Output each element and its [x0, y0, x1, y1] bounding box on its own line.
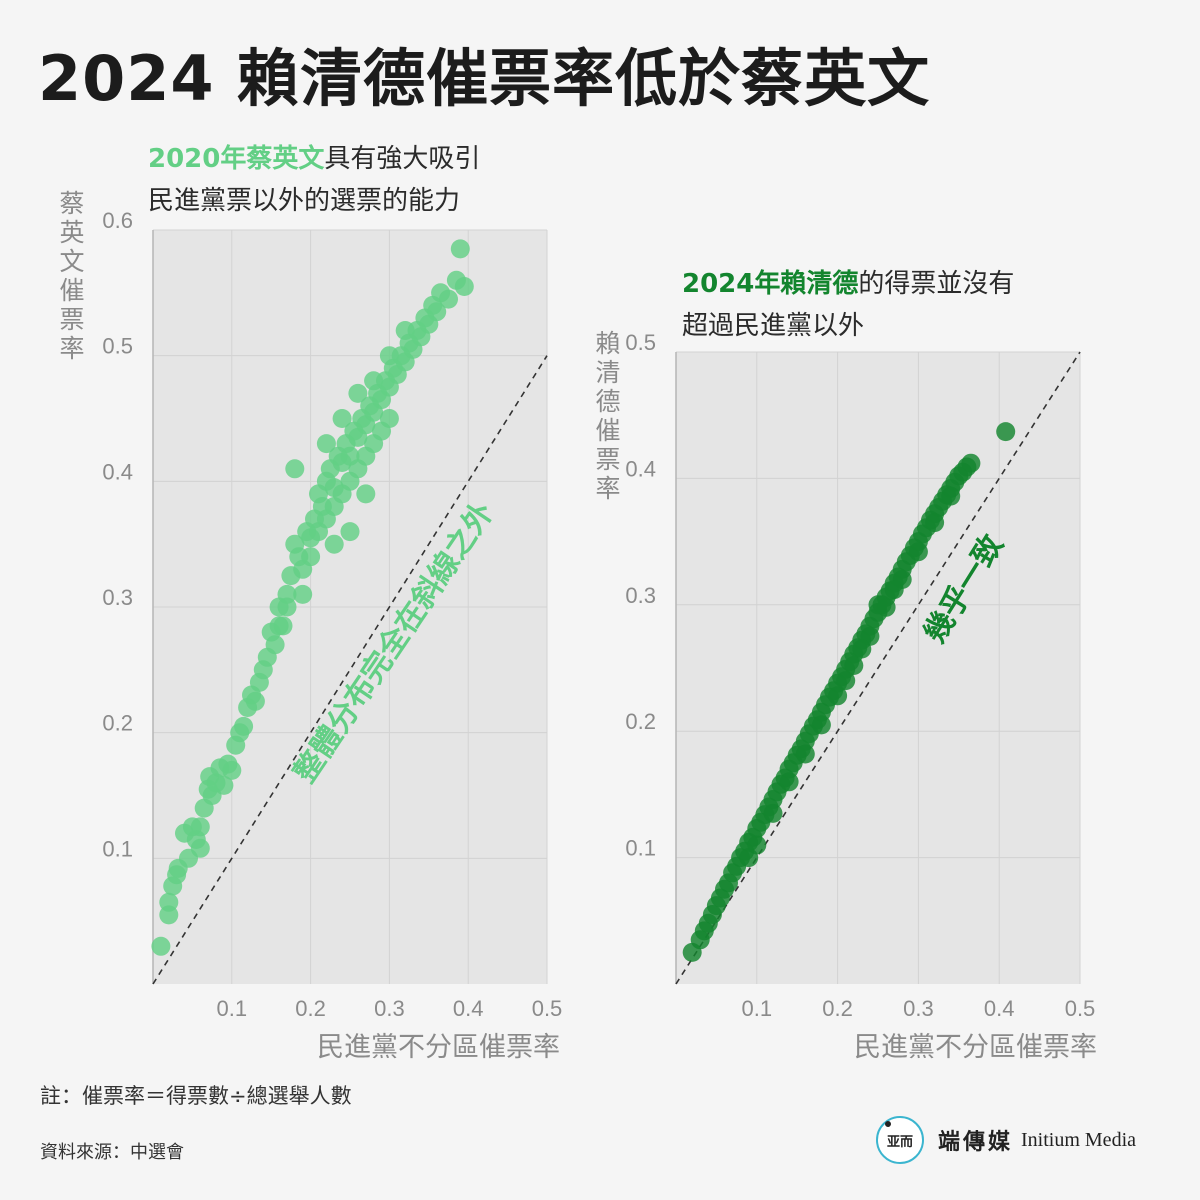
right-data-point — [828, 686, 848, 706]
right-y-tick-label: 0.4 — [625, 456, 656, 481]
left-x-tick-label: 0.2 — [295, 996, 326, 1021]
left-data-point — [277, 597, 297, 617]
left-data-point — [265, 635, 285, 655]
left-data-point — [364, 371, 384, 391]
left-data-point — [234, 716, 254, 736]
right-subtitle-highlight: 2024年賴清德 — [682, 269, 859, 299]
left-y-tick-label: 0.3 — [102, 585, 133, 610]
left-x-tick-label: 0.1 — [217, 996, 248, 1021]
right-subtitle-rest: 的得票並沒有 — [858, 269, 1015, 299]
right-x-axis-label: 民進黨不分區催票率 — [854, 1032, 1097, 1063]
left-data-point — [222, 760, 242, 780]
right-panel-subtitle: 2024年賴清德的得票並沒有 超過民進黨以外 — [682, 263, 1014, 347]
left-data-point — [356, 484, 376, 504]
left-data-point — [332, 409, 352, 428]
left-data-point — [340, 522, 360, 542]
right-data-point — [795, 744, 815, 764]
data-source: 資料來源：中選會 — [40, 1142, 184, 1163]
right-data-point — [747, 835, 767, 855]
left-data-point — [269, 616, 289, 636]
right-data-point — [961, 453, 981, 473]
left-data-point — [245, 691, 265, 711]
left-reference-line — [152, 355, 548, 985]
left-subtitle-line2: 民進黨票以外的選票的能力 — [148, 186, 461, 216]
left-data-point — [379, 346, 399, 366]
left-data-point — [301, 547, 321, 567]
left-panel-subtitle: 2020年蔡英文具有強大吸引 民進黨票以外的選票的能力 — [148, 138, 480, 222]
right-data-point — [844, 656, 864, 675]
left-data-point — [379, 409, 399, 428]
left-data-point — [190, 838, 210, 858]
left-data-point — [151, 936, 171, 956]
left-data-point — [348, 383, 368, 403]
left-data-point — [316, 434, 336, 454]
left-data-point — [190, 817, 210, 837]
right-x-tick-label: 0.4 — [984, 996, 1015, 1021]
right-y-tick-label: 0.2 — [625, 709, 656, 734]
right-reference-line — [675, 351, 1081, 985]
left-y-tick-label: 0.1 — [102, 836, 133, 861]
right-data-point — [884, 580, 904, 600]
left-x-tick-label: 0.5 — [532, 996, 563, 1021]
right-x-tick-label: 0.5 — [1065, 996, 1096, 1021]
right-data-point — [836, 671, 856, 691]
right-data-point — [779, 772, 799, 792]
right-x-tick-label: 0.2 — [822, 996, 853, 1021]
brand-logo-block: 亚而 端傳媒 Initium Media — [876, 1114, 1136, 1166]
left-x-tick-label: 0.4 — [453, 996, 484, 1021]
left-y-axis-label: 蔡英文催票率 — [59, 189, 84, 363]
right-data-point — [941, 486, 961, 506]
right-data-point — [811, 715, 831, 735]
right-data-point — [996, 422, 1016, 442]
left-data-point — [159, 892, 179, 912]
brand-name-cn: 端傳媒 — [938, 1129, 1014, 1155]
left-data-point — [285, 459, 305, 479]
left-data-point — [214, 775, 234, 795]
right-data-point — [868, 595, 888, 615]
right-y-tick-label: 0.3 — [625, 583, 656, 608]
left-y-tick-label: 0.5 — [102, 334, 133, 359]
left-data-point — [454, 277, 474, 296]
left-subtitle-highlight: 2020年蔡英文 — [148, 144, 325, 174]
right-y-tick-label: 0.5 — [625, 330, 656, 355]
left-x-axis-label: 民進黨不分區催票率 — [317, 1032, 560, 1063]
left-y-tick-label: 0.2 — [102, 711, 133, 736]
left-data-point — [450, 239, 470, 259]
right-data-point — [763, 803, 783, 823]
right-y-tick-label: 0.1 — [625, 836, 656, 861]
left-subtitle-rest: 具有強大吸引 — [324, 144, 481, 174]
right-data-point — [852, 639, 872, 659]
right-data-point — [925, 513, 945, 533]
left-y-tick-label: 0.4 — [102, 459, 133, 484]
brand-name-en: Initium Media — [1021, 1128, 1136, 1151]
left-y-tick-label: 0.6 — [102, 208, 133, 233]
initium-logo-icon: 亚而 — [876, 1116, 924, 1164]
left-data-point — [293, 584, 313, 604]
right-data-point — [908, 542, 928, 562]
left-data-point — [439, 289, 458, 309]
left-data-point — [395, 321, 415, 340]
left-data-point — [324, 534, 344, 554]
right-y-axis-label: 賴清德催票率 — [595, 329, 620, 503]
right-subtitle-line2: 超過民進黨以外 — [682, 311, 865, 341]
left-x-tick-label: 0.3 — [374, 996, 405, 1021]
right-x-tick-label: 0.1 — [742, 996, 773, 1021]
left-data-point — [427, 302, 447, 322]
footnote: 註：催票率＝得票數÷總選舉人數 — [40, 1084, 352, 1108]
right-x-tick-label: 0.3 — [903, 996, 934, 1021]
page-title: 2024 賴清德催票率低於蔡英文 — [38, 42, 931, 115]
